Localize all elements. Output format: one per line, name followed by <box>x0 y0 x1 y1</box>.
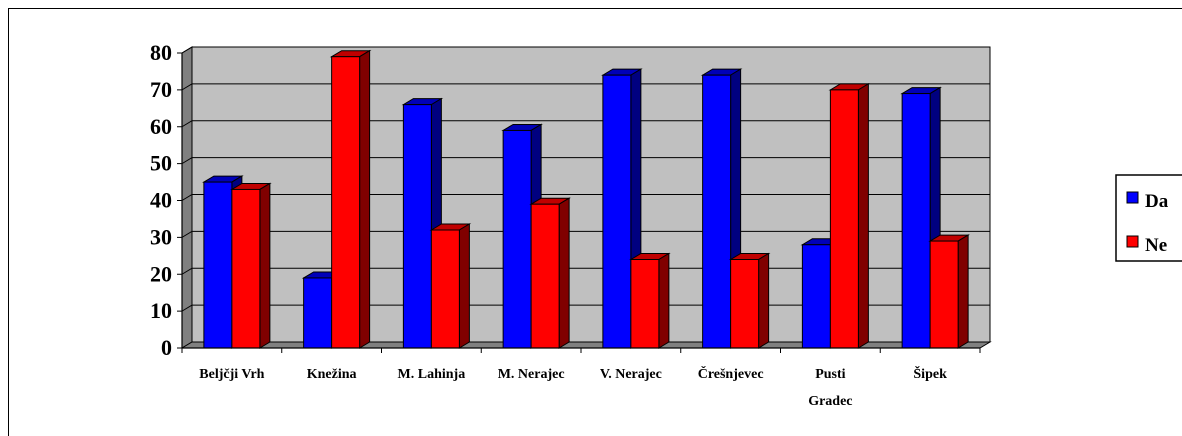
bar <box>828 82 871 349</box>
y-tick-label: 60 <box>150 114 172 139</box>
y-tick-label: 20 <box>150 261 172 286</box>
bar-front <box>901 93 931 349</box>
bar-front <box>929 240 959 349</box>
bar-front <box>801 244 831 349</box>
x-tick-label-line: M. Nerajec <box>498 367 565 382</box>
bar <box>230 182 272 349</box>
x-tick-label: Beljčji Vrh <box>199 367 264 382</box>
bar-side <box>957 234 969 349</box>
y-tick-label: 40 <box>150 188 172 213</box>
x-tick-label: M. Nerajec <box>498 367 565 382</box>
bar-front <box>630 259 660 349</box>
bar-front <box>331 56 361 349</box>
legend: Da Ne <box>1115 174 1182 262</box>
y-tick-label: 0 <box>161 335 172 360</box>
legend-label-da: Da <box>1145 191 1169 212</box>
bar-side <box>658 252 670 349</box>
x-axis-ticks: Beljčji Vrh Knežina M. Lahinja M. Nerajec V.… <box>199 365 947 409</box>
x-tick-label-line: Gradec <box>808 394 852 409</box>
y-tick-label: 50 <box>150 151 172 176</box>
legend-label-ne: Ne <box>1145 235 1167 256</box>
bar-front <box>602 74 632 349</box>
legend-swatch-da <box>1126 191 1139 204</box>
x-tick-label: Pusti Gradec <box>808 367 852 409</box>
x-tick-label: M. Lahinja <box>398 367 466 382</box>
bar-front <box>430 229 460 349</box>
bar <box>329 49 372 349</box>
bar-side <box>458 223 470 349</box>
x-tick-label-line: M. Lahinja <box>398 367 466 382</box>
x-tick-label-line: V. Nerajec <box>600 367 662 382</box>
bar <box>629 252 671 349</box>
bar-front <box>502 129 532 349</box>
axes <box>177 52 981 353</box>
grid-line <box>181 46 990 54</box>
x-tick-label-line: Knežina <box>307 367 357 382</box>
bar-front <box>231 188 261 349</box>
chart-frame <box>8 8 1182 436</box>
bar-side <box>558 197 570 349</box>
y-axis-ticks: 0 10 20 30 40 50 60 70 80 <box>150 40 172 360</box>
y-tick-label: 30 <box>150 224 172 249</box>
bar-front <box>829 89 859 349</box>
bars <box>202 49 970 349</box>
bar-side <box>857 82 869 349</box>
y-tick-label: 70 <box>150 77 172 102</box>
bar-front <box>303 277 333 349</box>
legend-swatch-ne <box>1126 235 1139 248</box>
bar-side <box>259 182 271 349</box>
x-tick-label: V. Nerajec <box>600 367 662 382</box>
bar-front <box>730 259 760 349</box>
y-tick-label: 10 <box>150 298 172 323</box>
x-tick-label-line: Črešnjevec <box>698 365 764 382</box>
bar <box>529 197 571 349</box>
bar <box>928 234 970 349</box>
bar-side <box>758 252 770 349</box>
bar-side <box>359 49 371 349</box>
bar-front <box>530 203 560 349</box>
x-tick-label: Črešnjevec <box>698 365 764 382</box>
x-tick-label-line: Šipek <box>913 365 947 382</box>
y-tick-label: 80 <box>150 40 172 65</box>
bar <box>429 223 472 349</box>
bar-front <box>402 104 432 349</box>
x-tick-label-line: Beljčji Vrh <box>199 367 264 382</box>
bar <box>728 252 771 349</box>
x-tick-label: Šipek <box>913 365 947 382</box>
bar-front <box>702 74 732 349</box>
x-tick-label-line: Pusti <box>815 367 845 382</box>
bar-front <box>203 181 233 349</box>
x-tick-label: Knežina <box>307 367 357 382</box>
